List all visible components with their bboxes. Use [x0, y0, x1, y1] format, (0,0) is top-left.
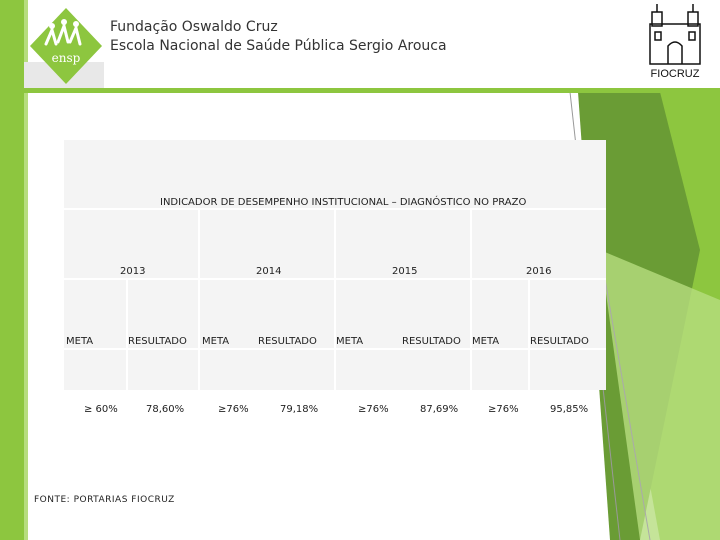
col-meta-2016: META: [472, 336, 500, 347]
table-col-divider: [126, 278, 128, 390]
col-resultado-2016: RESULTADO: [530, 336, 589, 347]
col-meta-2013: META: [66, 336, 94, 347]
table-col-divider: [470, 208, 472, 390]
svg-text:ensp: ensp: [52, 51, 81, 65]
year-2014: 2014: [256, 266, 282, 277]
fiocruz-label: FIOCRUZ: [650, 68, 700, 80]
year-2016: 2016: [526, 266, 552, 277]
table-col-divider: [528, 278, 530, 390]
left-accent-bar: [0, 0, 24, 540]
org-name-line2: Escola Nacional de Saúde Pública Sergio …: [110, 38, 447, 54]
table-col-divider: [198, 208, 200, 390]
indicator-table: [64, 140, 606, 390]
org-name-line1: Fundação Oswaldo Cruz: [110, 19, 278, 35]
value-resultado-2014: 79,18%: [280, 404, 319, 415]
col-meta-2014: META: [202, 336, 230, 347]
light-green-shape: [600, 250, 720, 540]
col-resultado-2015: RESULTADO: [402, 336, 461, 347]
diagonal-line-2: [599, 249, 651, 540]
value-resultado-2016: 95,85%: [550, 404, 589, 415]
value-meta-2013: ≥ 60%: [84, 404, 118, 415]
col-meta-2015: META: [336, 336, 364, 347]
year-2015: 2015: [392, 266, 418, 277]
col-resultado-2013: RESULTADO: [128, 336, 187, 347]
value-meta-2014: ≥76%: [218, 404, 249, 415]
col-resultado-2014: RESULTADO: [258, 336, 317, 347]
value-meta-2015: ≥76%: [358, 404, 389, 415]
ensp-logo: ensp: [30, 8, 102, 84]
left-accent-bar-light: [24, 0, 28, 540]
table-col-divider: [334, 208, 336, 390]
value-resultado-2015: 87,69%: [420, 404, 459, 415]
value-meta-2016: ≥76%: [488, 404, 519, 415]
source-footnote: FONTE: PORTARIAS FIOCRUZ: [34, 495, 175, 505]
table-title: INDICADOR DE DESEMPENHO INSTITUCIONAL – …: [160, 197, 527, 208]
year-2013: 2013: [120, 266, 146, 277]
fiocruz-castle-logo: [649, 4, 701, 65]
header-divider: [24, 88, 720, 93]
value-resultado-2013: 78,60%: [146, 404, 185, 415]
